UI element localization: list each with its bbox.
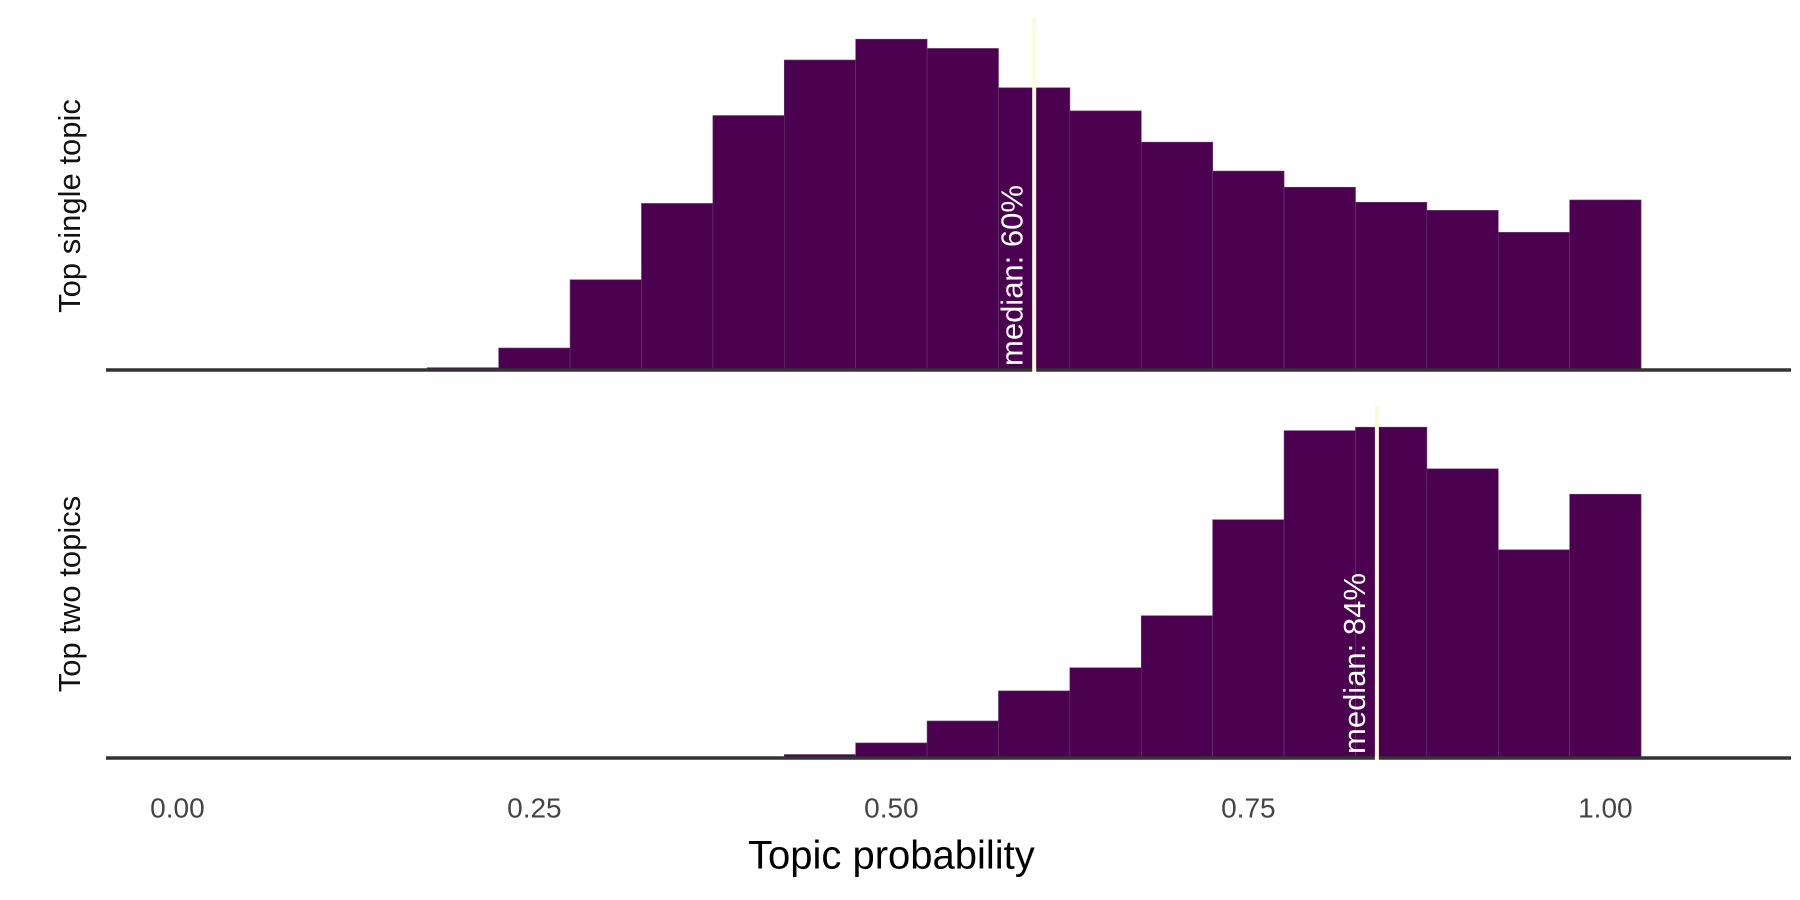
facet-label: Top two topics — [52, 496, 87, 692]
bar — [1069, 667, 1142, 759]
bar — [926, 720, 999, 759]
bar — [926, 48, 999, 371]
bar — [1426, 468, 1499, 759]
bar — [1355, 201, 1428, 371]
bar — [1069, 110, 1142, 371]
bar — [498, 347, 571, 371]
bar — [1140, 615, 1213, 759]
bar — [1426, 210, 1499, 371]
bar — [998, 690, 1071, 759]
x-tick-label: 0.75 — [1221, 792, 1276, 823]
bar — [1497, 232, 1570, 371]
median-label: median: 84% — [1337, 573, 1372, 754]
bar — [855, 742, 928, 759]
bar — [1140, 141, 1213, 371]
bar — [641, 203, 714, 371]
bar — [1283, 186, 1356, 371]
bar — [712, 115, 785, 371]
bar — [1569, 199, 1642, 371]
x-axis-title: Topic probability — [748, 834, 1035, 878]
x-tick-label: 0.50 — [864, 792, 919, 823]
facet-label: Top single topic — [52, 99, 87, 313]
bar — [1212, 519, 1285, 759]
bar — [1569, 493, 1642, 759]
bar — [783, 59, 856, 371]
x-tick-label: 0.25 — [507, 792, 562, 823]
x-tick-label: 0.00 — [150, 792, 205, 823]
bar — [1283, 430, 1356, 759]
bar — [855, 38, 928, 371]
bar — [1212, 170, 1285, 371]
x-tick-label: 1.00 — [1578, 792, 1633, 823]
bar — [1355, 426, 1428, 759]
bar — [1497, 549, 1570, 759]
median-label: median: 60% — [994, 185, 1029, 366]
bar — [569, 279, 642, 371]
